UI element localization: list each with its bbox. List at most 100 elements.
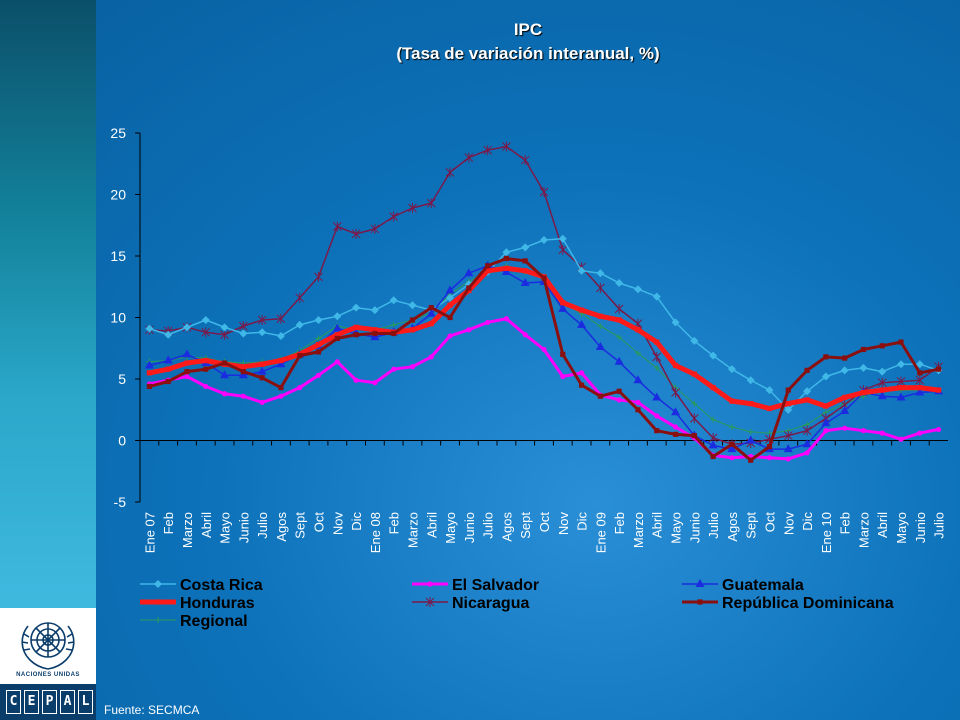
legend-label: Guatemala bbox=[722, 577, 804, 594]
data-point bbox=[917, 370, 923, 376]
data-point bbox=[390, 321, 397, 328]
data-point bbox=[184, 360, 190, 366]
data-point bbox=[521, 243, 530, 252]
data-point bbox=[464, 268, 474, 277]
data-point bbox=[182, 349, 192, 358]
y-tick-label: -5 bbox=[114, 494, 127, 510]
chart-title: IPC bbox=[513, 20, 543, 39]
data-point bbox=[859, 363, 868, 372]
data-point bbox=[276, 331, 285, 340]
data-point bbox=[615, 279, 624, 288]
data-point bbox=[671, 407, 681, 416]
data-point bbox=[690, 336, 699, 345]
data-point bbox=[522, 258, 528, 264]
legend-label: El Salvador bbox=[452, 577, 539, 594]
x-tick-label: Nov bbox=[781, 512, 796, 536]
data-point bbox=[146, 383, 152, 389]
data-point bbox=[877, 391, 887, 400]
data-point bbox=[201, 327, 211, 338]
data-point bbox=[689, 413, 699, 424]
data-point bbox=[560, 373, 566, 380]
data-point bbox=[447, 302, 453, 308]
data-point bbox=[652, 292, 661, 301]
data-point bbox=[315, 335, 322, 342]
data-point bbox=[502, 248, 511, 257]
data-point bbox=[672, 362, 679, 369]
data-point bbox=[239, 329, 248, 338]
data-point bbox=[165, 378, 171, 385]
x-tick-label: Abril bbox=[424, 512, 439, 538]
x-tick-label: Julio bbox=[255, 512, 270, 539]
data-point bbox=[238, 370, 248, 379]
data-point bbox=[746, 435, 756, 444]
data-point bbox=[466, 285, 472, 291]
x-tick-label: Oct bbox=[312, 512, 327, 533]
data-point bbox=[182, 323, 191, 332]
un-logo-text: NACIONES UNIDAS bbox=[16, 672, 80, 678]
data-point bbox=[746, 376, 755, 385]
x-tick-label: Ene 10 bbox=[819, 512, 834, 553]
data-point bbox=[351, 228, 361, 239]
data-point bbox=[372, 330, 378, 337]
x-tick-label: Dic bbox=[575, 512, 590, 531]
legend-label: Nicaragua bbox=[452, 595, 529, 612]
data-point bbox=[409, 317, 416, 323]
data-point bbox=[577, 266, 586, 275]
x-tick-label: Abril bbox=[875, 512, 890, 538]
data-point bbox=[257, 314, 267, 325]
data-point bbox=[539, 187, 549, 198]
data-point bbox=[614, 303, 624, 314]
data-point bbox=[297, 385, 303, 391]
data-point bbox=[748, 457, 754, 463]
data-point bbox=[654, 339, 660, 345]
data-point bbox=[917, 385, 923, 391]
legend-marker bbox=[427, 581, 433, 587]
data-point bbox=[710, 385, 716, 391]
y-tick-label: 5 bbox=[118, 371, 126, 387]
data-point bbox=[332, 323, 342, 332]
data-point bbox=[710, 453, 716, 460]
data-point bbox=[879, 343, 885, 349]
data-point bbox=[898, 339, 904, 345]
data-point bbox=[314, 271, 323, 282]
data-point bbox=[823, 354, 829, 360]
data-point bbox=[220, 370, 230, 379]
data-point bbox=[315, 349, 322, 355]
y-tick-label: 15 bbox=[110, 248, 126, 264]
data-point bbox=[464, 152, 474, 163]
data-point bbox=[560, 351, 566, 357]
data-point bbox=[785, 387, 791, 393]
data-point bbox=[616, 317, 622, 323]
data-point bbox=[635, 399, 641, 405]
x-tick-label: Sept bbox=[518, 512, 533, 539]
data-point bbox=[783, 444, 793, 453]
x-tick-label: Nov bbox=[330, 512, 345, 536]
data-point bbox=[766, 455, 773, 461]
data-point bbox=[652, 392, 662, 401]
x-tick-label: Agos bbox=[725, 512, 740, 542]
data-point bbox=[710, 416, 717, 423]
data-point bbox=[860, 346, 867, 353]
data-point bbox=[878, 367, 887, 376]
data-point bbox=[259, 375, 265, 381]
data-point bbox=[727, 365, 736, 374]
data-point bbox=[466, 327, 472, 333]
data-point bbox=[936, 426, 942, 433]
x-tick-label: Julio bbox=[932, 512, 947, 539]
x-tick-label: Feb bbox=[838, 512, 853, 534]
data-point bbox=[596, 282, 605, 293]
data-point bbox=[672, 431, 679, 437]
data-point bbox=[821, 372, 830, 381]
legend-marker bbox=[425, 597, 435, 607]
x-tick-label: Mayo bbox=[218, 512, 233, 544]
data-point bbox=[897, 360, 906, 369]
x-tick-label: Mayo bbox=[669, 512, 684, 544]
left-sidebar-band bbox=[0, 0, 96, 720]
legend-label: Honduras bbox=[180, 595, 255, 612]
data-point bbox=[541, 346, 547, 353]
series-line bbox=[148, 265, 939, 411]
data-point bbox=[558, 244, 568, 255]
data-point bbox=[278, 357, 284, 364]
source-note: Fuente: SECMCA bbox=[104, 703, 200, 717]
data-point bbox=[333, 312, 342, 321]
